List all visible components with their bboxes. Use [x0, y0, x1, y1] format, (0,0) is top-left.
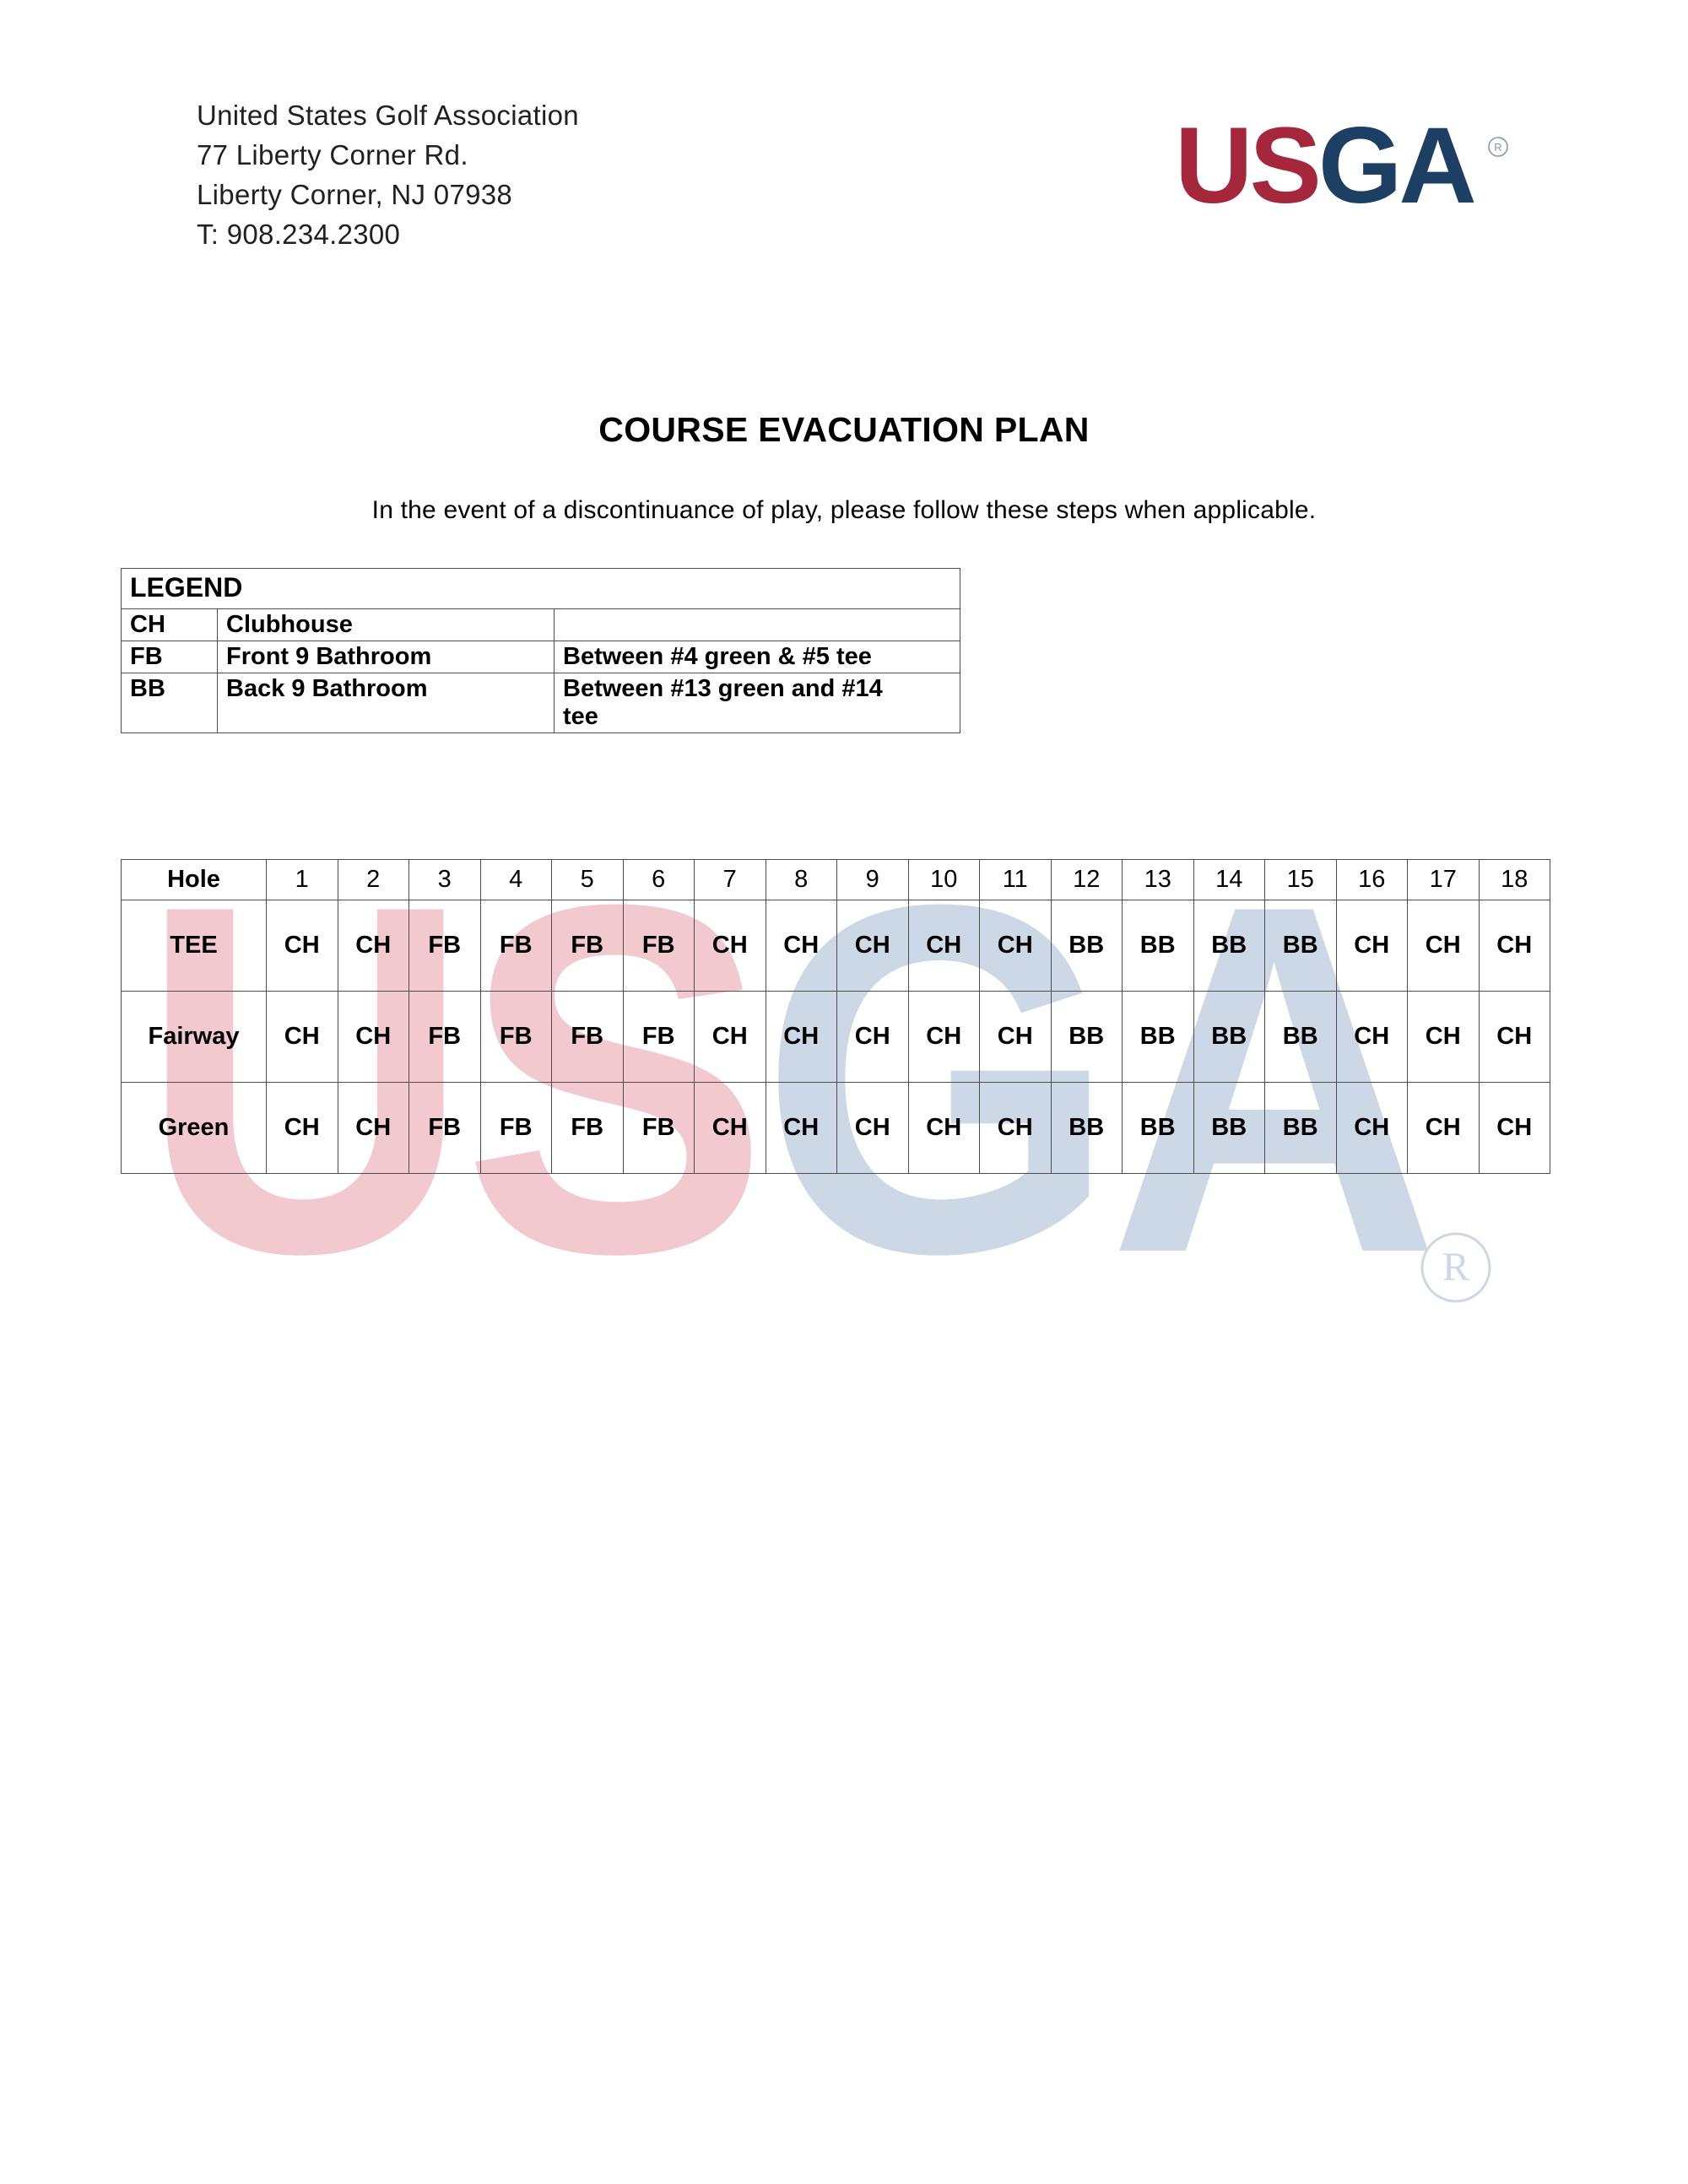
svg-text:USGA: USGA [1175, 108, 1474, 226]
svg-text:R: R [1494, 141, 1501, 154]
svg-text:R: R [1442, 1245, 1469, 1289]
